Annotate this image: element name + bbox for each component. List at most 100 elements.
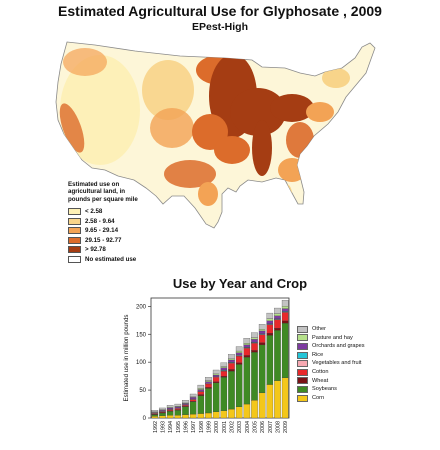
bar-segment (243, 343, 251, 346)
bar-segment (159, 410, 166, 412)
map-legend-label: 2.58 - 9.64 (85, 217, 115, 225)
y-tick-label: 200 (136, 304, 147, 310)
bar-segment (166, 411, 174, 416)
chart-legend-swatch (297, 360, 308, 368)
map-title: Estimated Agricultural Use for Glyphosat… (58, 3, 382, 19)
bar-segment (189, 393, 197, 397)
chart-legend-label: Pasture and hay (312, 334, 353, 341)
bar-segment (166, 415, 174, 419)
bar-segment (228, 369, 235, 372)
bar-segment (266, 318, 274, 322)
bar-segment (205, 377, 212, 381)
bar-segment (212, 382, 220, 412)
bar-segment (274, 307, 281, 314)
chart-legend-swatch (297, 368, 308, 376)
chart-legend-item: Other (297, 325, 365, 334)
bar-segment (251, 400, 258, 419)
plot-area (150, 297, 290, 419)
bar-segment (182, 406, 189, 415)
x-tick-label: 1999 (207, 421, 213, 433)
map-legend-title-line: agricultural land, in (68, 188, 126, 196)
bar-segment (243, 344, 251, 348)
bar-segment (189, 401, 197, 415)
bar-segment (212, 381, 220, 383)
map-legend-swatch (68, 246, 81, 254)
bar-segment (228, 370, 235, 410)
bar-segment (197, 394, 205, 396)
x-tick-label: 2005 (253, 421, 259, 433)
bar-segment (274, 313, 281, 316)
bar-segment (212, 411, 220, 419)
bar-segment (235, 362, 243, 365)
bar-segment (182, 414, 189, 419)
bar-segment (258, 329, 266, 332)
chart-legend-label: Corn (312, 394, 325, 401)
bar-segment (243, 403, 251, 419)
x-tick-label: 2002 (230, 421, 236, 433)
x-tick-label: 2008 (276, 421, 282, 433)
bar-segment (228, 354, 235, 359)
y-tick-label: 150 (136, 332, 147, 338)
bar-segment (189, 397, 197, 400)
x-tick-label: 1992 (153, 421, 159, 433)
bar-segment (220, 370, 228, 377)
map-legend-label: 29.15 - 92.77 (85, 236, 122, 244)
bar-segment (205, 388, 212, 414)
bar-segment (281, 320, 289, 324)
x-tick-label: 2006 (260, 421, 266, 433)
bar-segment (205, 412, 212, 419)
bar-segment (228, 359, 235, 363)
bar-segment (274, 330, 281, 381)
map-legend-swatch (68, 217, 81, 225)
bar-segment (220, 367, 228, 371)
map-legend-swatch (68, 208, 81, 216)
bar-segment (235, 346, 243, 352)
bar-segment (281, 377, 289, 419)
bar-segment (258, 334, 266, 343)
bar-segment (166, 405, 174, 408)
bar-segment (174, 410, 182, 416)
map-legend-label: > 92.78 (85, 246, 106, 254)
bar-segment (258, 342, 266, 346)
bar-segment (258, 324, 266, 330)
bar-segment (220, 362, 228, 367)
bar-segment (235, 355, 243, 363)
chart-legend-swatch (297, 342, 308, 350)
bar-segment (205, 387, 212, 389)
us-choropleth-map (55, 41, 376, 229)
chart-legend-swatch (297, 385, 308, 393)
bar-segment (243, 357, 251, 405)
bar-segment (220, 376, 228, 378)
bar-segment (274, 328, 281, 331)
bar-segment (159, 407, 166, 410)
bar-segment (258, 330, 266, 334)
bar-segment (243, 348, 251, 356)
x-tick-label: 2000 (214, 421, 220, 433)
map-legend-label: No estimated use (85, 255, 137, 263)
bar-segment (182, 403, 189, 405)
x-tick-label: 2001 (222, 421, 228, 433)
bar-segment (266, 312, 274, 319)
bar-segment (235, 352, 243, 356)
map-legend-title-line: pounds per square mile (68, 195, 138, 203)
bar-segment (251, 352, 258, 401)
bar-segment (182, 405, 189, 407)
x-tick-label: 1993 (161, 421, 167, 433)
map-legend-title-line: Estimated use on (68, 181, 120, 188)
chart-legend-item: Wheat (297, 377, 365, 386)
y-tick-label: 100 (136, 360, 147, 366)
chart-legend-swatch (297, 394, 308, 402)
chart-legend: Other Pasture and hay Orchards and grapes R… (297, 325, 365, 402)
bar-segment (159, 415, 166, 419)
bar-segment (197, 389, 205, 392)
chart-legend-item: Corn (297, 394, 365, 403)
map-subtitle: EPest-High (191, 21, 248, 33)
bar-segment (235, 364, 243, 407)
bar-segment (151, 416, 159, 419)
bar-segment (166, 409, 174, 411)
chart-legend-item: Vegetables and fruit (297, 359, 365, 368)
chart-legend-label: Vegetables and fruit (312, 360, 362, 367)
chart-legend-swatch (297, 351, 308, 359)
map-legend-item: No estimated use (68, 255, 188, 265)
